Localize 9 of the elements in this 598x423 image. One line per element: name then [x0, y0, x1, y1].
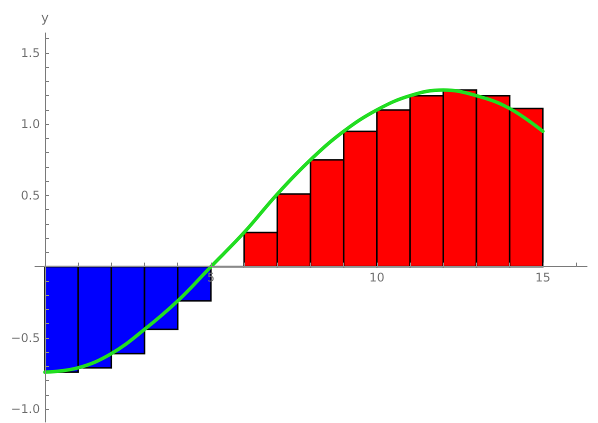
y-tick-label: 0.5 [20, 188, 40, 202]
x-tick-label: 5 [207, 270, 215, 285]
x-tick-label: 10 [369, 270, 385, 285]
y-tick-label: 1.5 [20, 46, 40, 60]
y-tick-label: −0.5 [10, 330, 40, 345]
y-tick-label: 1.0 [20, 117, 40, 132]
y-tick-label: −1.0 [10, 402, 40, 416]
x-tick-label: 15 [535, 270, 550, 285]
y-axis-title: y [41, 11, 50, 26]
